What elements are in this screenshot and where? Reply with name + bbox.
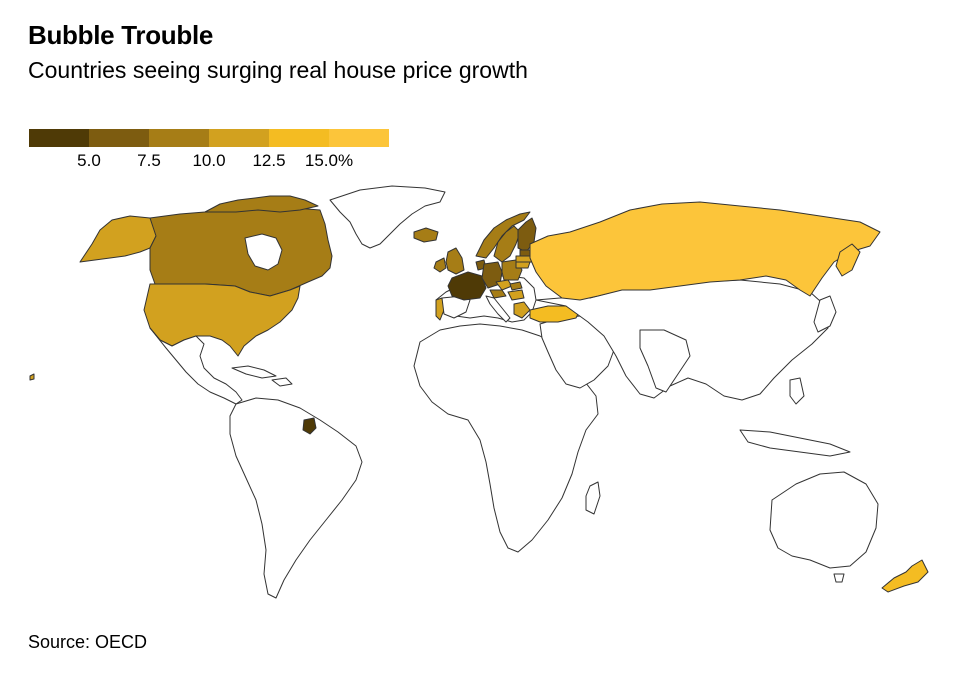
- balkans: [513, 301, 531, 319]
- world-map: [29, 185, 929, 599]
- country-turkey: [529, 305, 581, 323]
- country-united-kingdom: [445, 247, 465, 275]
- country-new-zealand: [881, 559, 929, 593]
- greenland: [329, 185, 446, 249]
- legend-swatches: [29, 129, 389, 147]
- chart-subtitle: Countries seeing surging real house pric…: [28, 57, 528, 83]
- legend-swatch: [29, 129, 89, 147]
- country-lithuania: [515, 261, 531, 269]
- cuba: [231, 365, 277, 379]
- chart-title: Bubble Trouble: [28, 20, 214, 50]
- legend-tick-label: 5.0: [77, 151, 101, 170]
- country-austria: [489, 289, 507, 299]
- country-iceland: [413, 227, 439, 243]
- legend-swatch: [149, 129, 209, 147]
- country-ireland: [433, 257, 447, 273]
- indonesia: [739, 429, 851, 457]
- africa: [413, 323, 599, 553]
- legend-swatch: [329, 129, 389, 147]
- legend-tick-label: 15.0%: [304, 151, 354, 170]
- philippines: [789, 377, 805, 405]
- legend-swatch: [269, 129, 329, 147]
- japan: [813, 295, 837, 333]
- hudson-bay: [244, 233, 283, 271]
- legend-tick-label: 10.0: [192, 151, 226, 170]
- legend-swatch: [209, 129, 269, 147]
- madagascar: [585, 481, 601, 515]
- kamchatka: [835, 243, 861, 277]
- legend-tick-label: 12.5: [252, 151, 286, 170]
- india: [639, 329, 691, 393]
- country-slovakia: [509, 281, 523, 291]
- mexico: [149, 327, 243, 405]
- legend-tick-label: 7.5: [137, 151, 161, 170]
- country-french-guiana: [302, 417, 317, 435]
- south-america: [229, 397, 363, 599]
- canadian-arctic-islands: [204, 195, 319, 213]
- country-canada: [149, 203, 333, 297]
- country-hawaii: [29, 373, 35, 381]
- country-france: [447, 271, 487, 301]
- tasmania: [833, 573, 845, 583]
- country-alaska: [79, 215, 159, 263]
- hispaniola: [271, 377, 293, 387]
- legend-swatch: [89, 129, 149, 147]
- australia: [769, 471, 879, 569]
- source-note: Source: OECD: [28, 632, 148, 652]
- country-hungary: [507, 289, 525, 301]
- italy: [485, 295, 511, 323]
- country-russia: [529, 201, 881, 301]
- country-portugal: [435, 297, 445, 321]
- color-legend: 5.0 7.5 10.0 12.5 15.0%: [29, 129, 389, 173]
